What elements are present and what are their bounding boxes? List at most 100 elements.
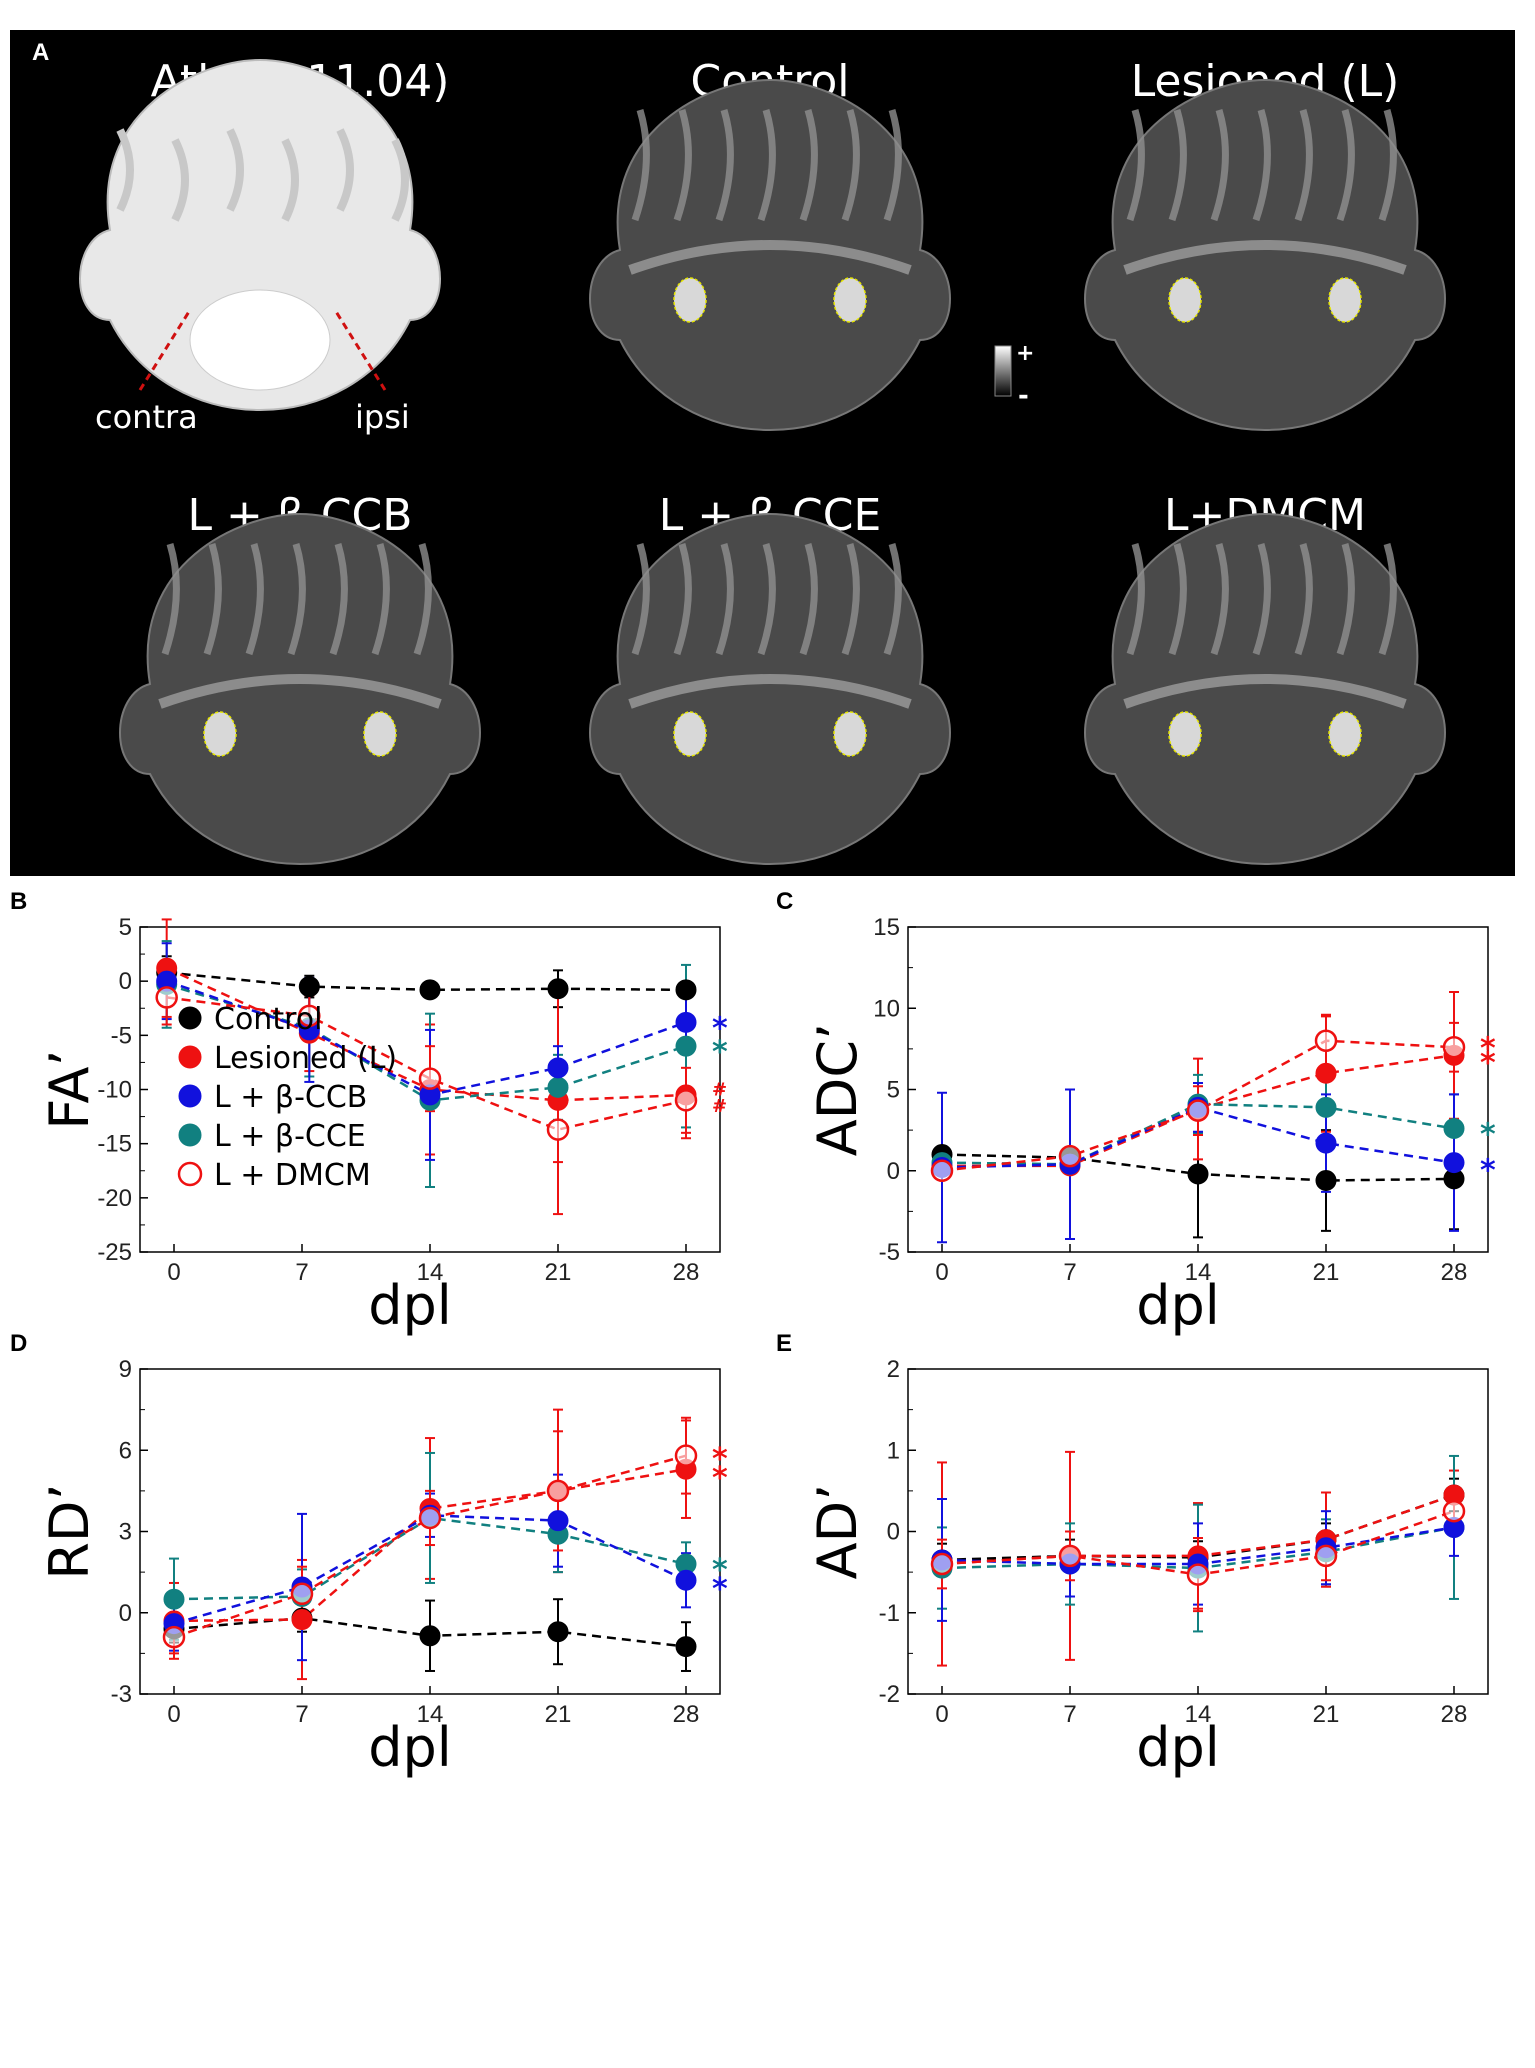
x-tick-label-b-1: 7 <box>295 1259 308 1286</box>
y-tick-label-e-2: 0 <box>887 1519 900 1546</box>
significance-marker-c-3: * <box>1480 1153 1496 1188</box>
mri-peduncle-2 <box>1123 240 1407 275</box>
contra-arrow <box>138 309 192 391</box>
data-point-d-l-dmcm-1 <box>290 1582 314 1606</box>
mri-white-matter-4-4 <box>799 542 818 656</box>
mri-white-matter-3-1 <box>203 542 222 656</box>
significance-marker-d-3: * <box>712 1572 728 1607</box>
mri-brain-section-3 <box>119 512 481 866</box>
x-tick-label-c-0: 0 <box>935 1259 948 1286</box>
mri-white-matter-4-2 <box>715 542 734 656</box>
panel-b-fa-plot: 5 0 -5 -10 -15 -20 -25 0 7 14 21 28 FA’ dpl * * # # Contro… <box>0 880 760 1337</box>
data-point-d-control-2 <box>419 1625 441 1647</box>
y-tick-label-c-0: 15 <box>873 914 900 941</box>
y-tick-label-b-2: -5 <box>111 1022 132 1049</box>
y-tick-label-b-5: -20 <box>97 1185 132 1212</box>
data-point-c-l-ccb-4 <box>1443 1152 1465 1174</box>
data-point-c-l-cce-4 <box>1443 1118 1465 1139</box>
mri-white-matter-3-4 <box>329 542 348 656</box>
mri-white-matter-1-3 <box>757 108 776 222</box>
mri-white-matter-3-2 <box>245 542 264 656</box>
mri-brain-section-1 <box>589 78 951 432</box>
mri-peduncle-5 <box>1123 674 1407 709</box>
significance-marker-b-2: # <box>712 1080 727 1101</box>
data-point-b-l-dmcm-2 <box>418 1067 442 1090</box>
panel-d-rd-plot: 9 6 3 0 -3 0 7 14 21 28 RD’ dpl * * * * <box>0 1322 760 1779</box>
data-point-c-l-dmcm-2 <box>1186 1099 1210 1122</box>
x-axis-title-d: dpl <box>368 1716 452 1779</box>
x-axis-title-b: dpl <box>368 1274 452 1337</box>
mri-brain-section-4 <box>589 512 951 866</box>
x-tick-label-b-2: 14 <box>417 1259 444 1286</box>
y-tick-label-c-1: 10 <box>873 995 900 1022</box>
colorbar-minus: - <box>1018 381 1029 411</box>
panel-letter-e: E <box>776 1330 793 1357</box>
mri-roi-contra-5 <box>1168 711 1202 757</box>
data-point-c-l-cce-3 <box>1315 1096 1337 1118</box>
mri-white-matter-3-0 <box>161 542 180 656</box>
series-line-b-control <box>166 971 687 992</box>
data-point-d-lesioned-l--1 <box>291 1609 313 1631</box>
data-point-d-control-3 <box>547 1621 569 1643</box>
x-tick-label-b-0: 0 <box>167 1259 180 1286</box>
mri-roi-contra-1 <box>673 277 707 323</box>
x-tick-label-d-4: 28 <box>673 1701 700 1728</box>
colorbar <box>994 345 1012 397</box>
data-point-e-l-dmcm-0 <box>930 1552 954 1576</box>
data-point-d-l-dmcm-2 <box>418 1506 442 1530</box>
y-tick-label-d-0: 9 <box>119 1356 132 1383</box>
legend-label-0: Control <box>214 1002 322 1037</box>
legend-label-4: L + DMCM <box>214 1158 371 1193</box>
legend-marker-1 <box>178 1045 202 1069</box>
ipsi-arrow <box>333 309 387 391</box>
legend-marker-0 <box>178 1006 202 1030</box>
contra-label: contra <box>95 398 198 436</box>
series-line-d-lesioned-l- <box>173 1467 687 1623</box>
mri-brain-section-5 <box>1084 512 1446 866</box>
series-line-b-l-dmcm <box>166 996 687 1131</box>
panel-letter-c: C <box>776 888 794 915</box>
mri-white-matter-2-0 <box>1126 108 1145 222</box>
x-tick-label-e-3: 21 <box>1313 1701 1340 1728</box>
data-point-c-control-2 <box>1187 1163 1209 1185</box>
data-point-b-control-1 <box>298 976 320 998</box>
mri-white-matter-5-3 <box>1252 542 1271 656</box>
x-tick-label-e-2: 14 <box>1185 1701 1212 1728</box>
atlas-brainstem <box>189 289 331 391</box>
data-point-b-l-ccb-3 <box>547 1057 569 1079</box>
data-point-d-l-ccb-4 <box>675 1569 697 1591</box>
y-tick-label-d-1: 6 <box>119 1437 132 1464</box>
mri-white-matter-2-4 <box>1294 108 1313 222</box>
y-tick-label-e-1: 1 <box>887 1437 900 1464</box>
y-tick-label-c-4: -5 <box>879 1239 900 1266</box>
data-point-b-l-cce-3 <box>547 1076 569 1098</box>
mri-white-matter-5-5 <box>1336 542 1355 656</box>
panel-c-adc-plot: 15 10 5 0 -5 0 7 14 21 28 ADC’ dpl * * * * <box>768 880 1528 1337</box>
mri-roi-ipsi-2 <box>1328 277 1362 323</box>
mri-peduncle-3 <box>158 674 442 709</box>
y-tick-label-e-4: -2 <box>879 1681 900 1708</box>
atlas-folia-5 <box>391 138 409 222</box>
x-tick-label-d-2: 14 <box>417 1701 444 1728</box>
y-tick-label-b-4: -15 <box>97 1131 132 1158</box>
mri-white-matter-1-5 <box>841 108 860 222</box>
y-tick-label-b-0: 5 <box>119 914 132 941</box>
data-point-c-l-dmcm-4 <box>1442 1036 1466 1059</box>
mri-white-matter-2-3 <box>1252 108 1271 222</box>
significance-marker-b-1: * <box>712 1035 728 1070</box>
x-tick-label-e-4: 28 <box>1441 1701 1468 1728</box>
data-point-c-l-dmcm-1 <box>1058 1144 1082 1168</box>
atlas-folia-4 <box>336 128 354 212</box>
mri-roi-contra-4 <box>673 711 707 757</box>
atlas-folia-2 <box>226 128 244 212</box>
significance-marker-b-3: # <box>712 1096 727 1117</box>
mri-brain-section-2 <box>1084 78 1446 432</box>
mri-roi-ipsi-5 <box>1328 711 1362 757</box>
series-line-c-l-dmcm <box>941 1039 1455 1172</box>
mri-white-matter-1-6 <box>883 108 902 222</box>
legend-label-1: Lesioned (L) <box>214 1041 397 1076</box>
mri-white-matter-1-4 <box>799 108 818 222</box>
panel-a-canvas: AAtlas (-11.04)contraipsiControlLesioned… <box>32 39 1446 866</box>
mri-roi-contra-3 <box>203 711 237 757</box>
mri-white-matter-5-0 <box>1126 542 1145 656</box>
